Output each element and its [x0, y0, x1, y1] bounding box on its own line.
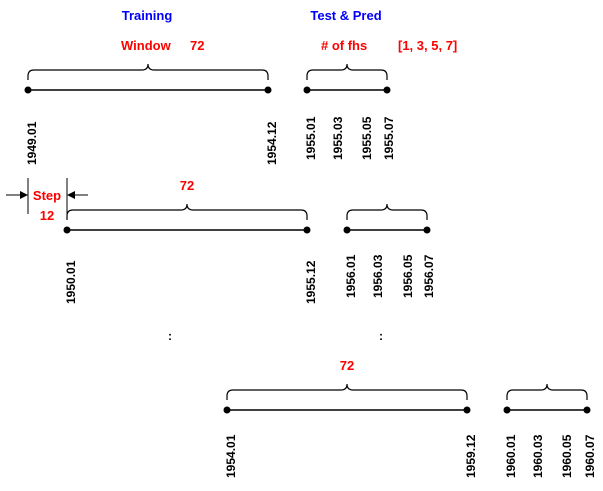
- tick-label: 1959.12: [464, 434, 478, 478]
- test-end-point: [383, 86, 391, 94]
- window-value: 72: [190, 38, 204, 53]
- window-label: Window: [121, 38, 172, 53]
- tick-label: 1954.12: [265, 121, 279, 165]
- forecast-horizon-brace: [306, 63, 388, 80]
- tick-label: 1955.07: [382, 116, 396, 160]
- training-window-brace: [66, 203, 308, 220]
- tick-label: 1955.03: [331, 116, 345, 160]
- tick-label: 1960.05: [560, 434, 574, 478]
- training-header: Training: [122, 8, 173, 23]
- row-2: 72 1950.01 1955.12 1956.01 1956.03 1956.…: [63, 178, 436, 304]
- test-end-point: [423, 226, 431, 234]
- test-end-point: [583, 406, 591, 414]
- tick-label: 1955.01: [304, 116, 318, 160]
- tick-label: 1954.01: [224, 434, 238, 478]
- training-end-point: [264, 86, 272, 94]
- step-label: Step: [33, 188, 61, 203]
- tick-label: 1956.05: [401, 254, 415, 298]
- ellipsis-training: :: [168, 329, 172, 343]
- row-1: 1949.01 1954.12 1955.01 1955.03 1955.05 …: [24, 63, 396, 165]
- training-start-point: [63, 226, 71, 234]
- row-window-label: 72: [340, 358, 354, 373]
- tick-label: 1956.03: [371, 254, 385, 298]
- ellipsis-test: :: [379, 329, 383, 343]
- test-start-point: [303, 86, 311, 94]
- tick-label: 1950.01: [64, 260, 78, 304]
- training-window-brace: [226, 383, 468, 400]
- training-start-point: [223, 406, 231, 414]
- tick-label: 1960.03: [531, 434, 545, 478]
- tick-label: 1960.01: [504, 434, 518, 478]
- test-start-point: [503, 406, 511, 414]
- training-end-point: [463, 406, 471, 414]
- tick-label: 1956.07: [422, 254, 436, 298]
- row-window-label: 72: [180, 178, 194, 193]
- forecast-horizon-brace: [506, 383, 588, 400]
- tick-label: 1949.01: [25, 121, 39, 165]
- training-end-point: [303, 226, 311, 234]
- tick-label: 1955.05: [360, 116, 374, 160]
- step-indicator: Step 12: [6, 178, 88, 223]
- step-value: 12: [40, 208, 54, 223]
- tick-label: 1960.07: [583, 434, 597, 478]
- fhs-value: [1, 3, 5, 7]: [398, 38, 457, 53]
- forecast-horizon-brace: [346, 203, 428, 220]
- row-3: 72 1954.01 1959.12 1960.01 1960.03 1960.…: [223, 358, 597, 478]
- fhs-label: # of fhs: [321, 38, 367, 53]
- test-pred-header: Test & Pred: [310, 8, 381, 23]
- test-start-point: [343, 226, 351, 234]
- tick-label: 1956.01: [344, 254, 358, 298]
- training-window-brace: [27, 63, 269, 80]
- training-start-point: [24, 86, 32, 94]
- tick-label: 1955.12: [304, 260, 318, 304]
